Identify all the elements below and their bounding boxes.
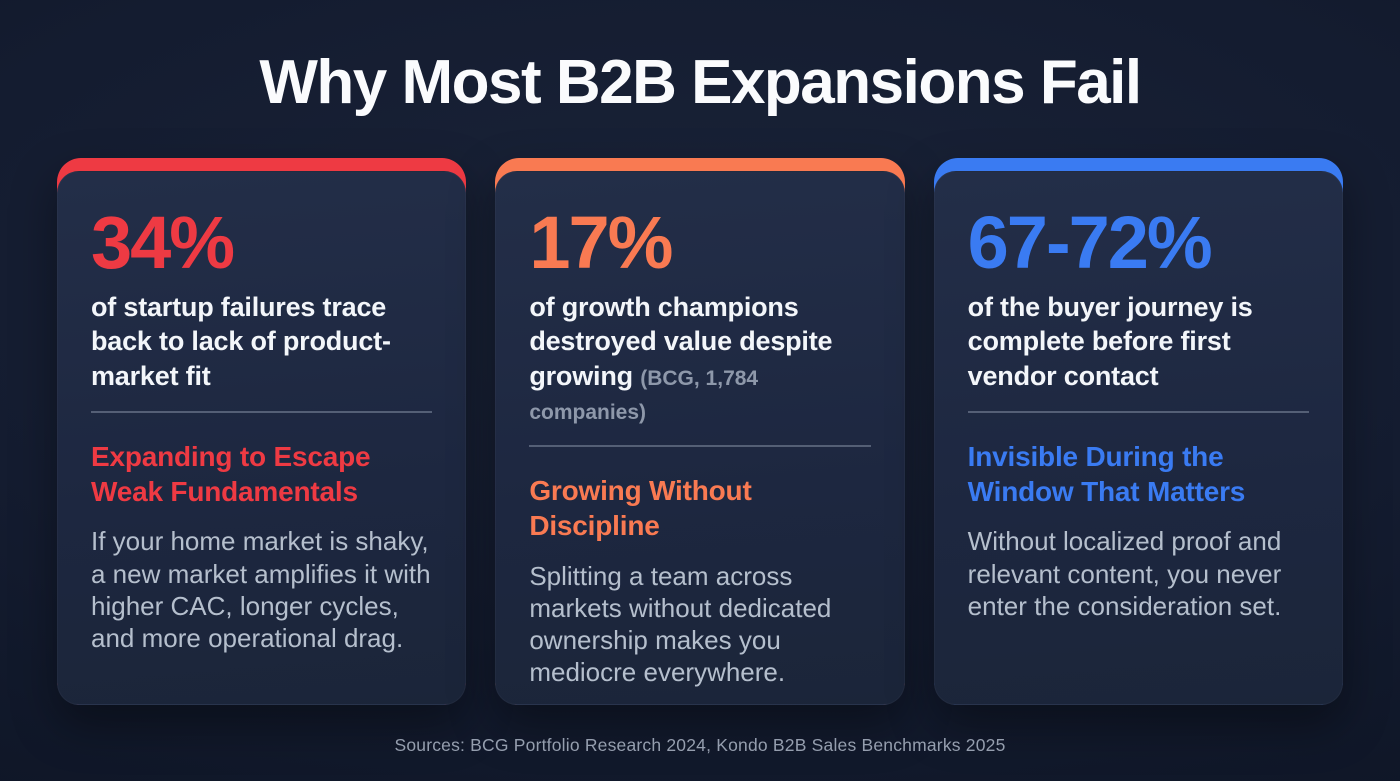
- card-body: 17% of growth champions destroyed value …: [495, 171, 905, 705]
- page-title: Why Most B2B Expansions Fail: [259, 48, 1142, 117]
- card-body-text: If your home market is shaky, a new mark…: [91, 526, 431, 654]
- stat-description: of growth champions destroyed value desp…: [529, 290, 870, 427]
- divider: [967, 410, 1309, 413]
- stat-value: 67-72%: [967, 201, 1213, 284]
- stat-value: 17%: [529, 201, 673, 284]
- divider: [91, 410, 433, 413]
- stat-description: of startup failures trace back to lack o…: [91, 290, 432, 393]
- card-heading: Invisible During the Window That Matters: [967, 440, 1246, 508]
- stat-note: (BCG, 1,784 companies): [529, 366, 759, 424]
- card-body-text: Splitting a team across markets without …: [529, 560, 832, 688]
- divider: [529, 445, 871, 448]
- sources-footnote: Sources: BCG Portfolio Research 2024, Ko…: [394, 735, 1006, 755]
- card-body: 67-72% of the buyer journey is complete …: [933, 171, 1343, 705]
- stat-value: 34%: [91, 201, 235, 284]
- card-heading: Expanding to Escape Weak Fundamentals: [91, 440, 371, 508]
- stat-card-product-market-fit: 34% of startup failures trace back to la…: [57, 158, 467, 705]
- stat-cards-row: 34% of startup failures trace back to la…: [57, 158, 1343, 705]
- stat-card-buyer-journey: 67-72% of the buyer journey is complete …: [933, 158, 1343, 705]
- stat-card-growth-discipline: 17% of growth champions destroyed value …: [495, 158, 905, 705]
- stat-description-text: of growth champions destroyed value desp…: [529, 292, 833, 391]
- stat-description-text: of startup failures trace back to lack o…: [91, 292, 391, 391]
- card-body-text: Without localized proof and relevant con…: [967, 526, 1282, 621]
- stat-description: of the buyer journey is complete before …: [968, 290, 1309, 393]
- card-heading: Growing Without Discipline: [529, 475, 752, 542]
- stat-description-text: of the buyer journey is complete before …: [967, 292, 1253, 391]
- card-body: 34% of startup failures trace back to la…: [57, 171, 467, 705]
